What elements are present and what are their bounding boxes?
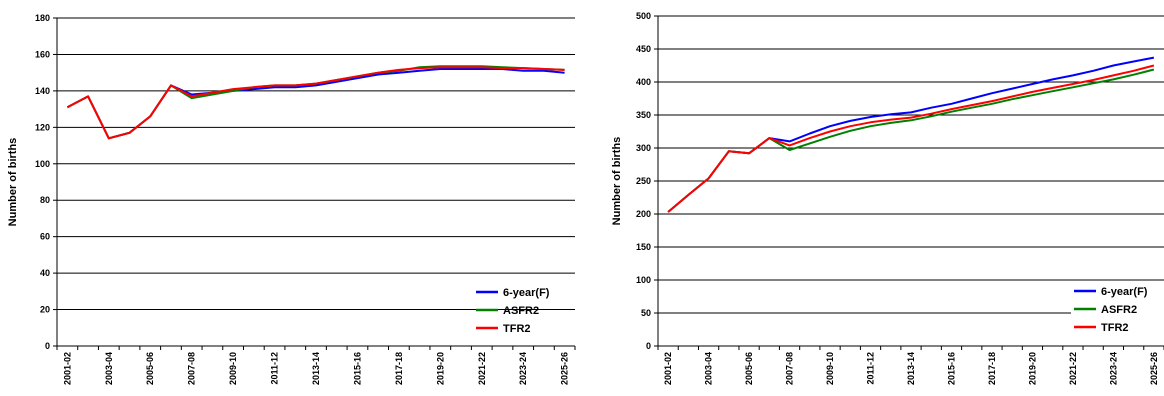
series-line-TFR2	[66, 66, 565, 140]
y-tick-label: 100	[35, 159, 50, 169]
y-tick-label: 80	[40, 195, 50, 205]
y-tick-label: 20	[40, 305, 50, 315]
legend-label: TFR2	[503, 323, 531, 335]
x-tick-label: 2017-18	[987, 352, 997, 385]
x-tick-label: 2021-22	[1068, 352, 1078, 385]
series-line-6-year(F)	[66, 68, 565, 140]
legend-label: TFR2	[1101, 322, 1129, 334]
y-tick-label: 500	[636, 11, 651, 21]
y-tick-label: 100	[636, 275, 651, 285]
x-tick-label: 2025-26	[1149, 352, 1159, 385]
x-tick-label: 2021-22	[477, 352, 487, 385]
y-tick-label: 200	[636, 209, 651, 219]
x-tick-label: 2025-26	[560, 352, 570, 385]
y-tick-label: 150	[636, 242, 651, 252]
x-tick-label: 2015-16	[352, 352, 362, 385]
y-tick-label: 0	[646, 341, 651, 351]
x-tick-label: 2001-02	[663, 352, 673, 385]
x-tick-label: 2017-18	[394, 352, 404, 385]
y-tick-label: 450	[636, 44, 651, 54]
x-tick-label: 2011-12	[270, 352, 280, 385]
y-tick-label: 400	[636, 77, 651, 87]
y-tick-label: 60	[40, 232, 50, 242]
x-tick-label: 2013-14	[311, 352, 321, 385]
x-tick-label: 2011-12	[866, 352, 876, 385]
x-tick-label: 2001-02	[62, 352, 72, 385]
x-tick-label: 2023-24	[518, 352, 528, 385]
x-tick-label: 2013-14	[906, 352, 916, 385]
legend-label: 6-year(F)	[503, 287, 550, 299]
x-tick-label: 2007-08	[785, 352, 795, 385]
series-line-6-year(F)	[667, 56, 1155, 213]
x-tick-label: 2005-06	[744, 352, 754, 385]
y-tick-label: 300	[636, 143, 651, 153]
x-tick-label: 2019-20	[1027, 352, 1037, 385]
x-tick-label: 2009-10	[825, 352, 835, 385]
y-axis-title: Number of births	[611, 137, 623, 226]
x-tick-label: 2009-10	[228, 352, 238, 385]
x-tick-label: 2007-08	[187, 352, 197, 385]
legend-label: ASFR2	[503, 305, 539, 317]
x-tick-label: 2003-04	[104, 352, 114, 385]
y-tick-label: 160	[35, 49, 50, 59]
series-line-TFR2	[667, 64, 1155, 213]
x-tick-label: 2023-24	[1108, 352, 1118, 385]
x-tick-label: 2005-06	[145, 352, 155, 385]
legend-label: 6-year(F)	[1101, 286, 1148, 298]
y-tick-label: 140	[35, 86, 50, 96]
chart-left: 0 20 40 60 80 100 120 140 160 180 2001-02 2003-04 20…	[7, 13, 576, 385]
x-tick-label: 2019-20	[435, 352, 445, 385]
legend-label: ASFR2	[1101, 304, 1137, 316]
y-tick-label: 250	[636, 176, 651, 186]
x-tick-label: 2015-16	[946, 352, 956, 385]
y-tick-label: 180	[35, 13, 50, 23]
y-tick-label: 0	[45, 341, 50, 351]
y-tick-label: 350	[636, 110, 651, 120]
series-line-ASFR2	[667, 68, 1155, 213]
y-tick-label: 50	[641, 308, 651, 318]
chart-right: 0 50 100 150 200 250 300 350 400 450 500 2001-02 200…	[611, 11, 1164, 385]
y-tick-label: 120	[35, 122, 50, 132]
y-tick-label: 40	[40, 268, 50, 278]
y-axis-title: Number of births	[7, 138, 19, 227]
x-tick-label: 2003-04	[704, 352, 714, 385]
